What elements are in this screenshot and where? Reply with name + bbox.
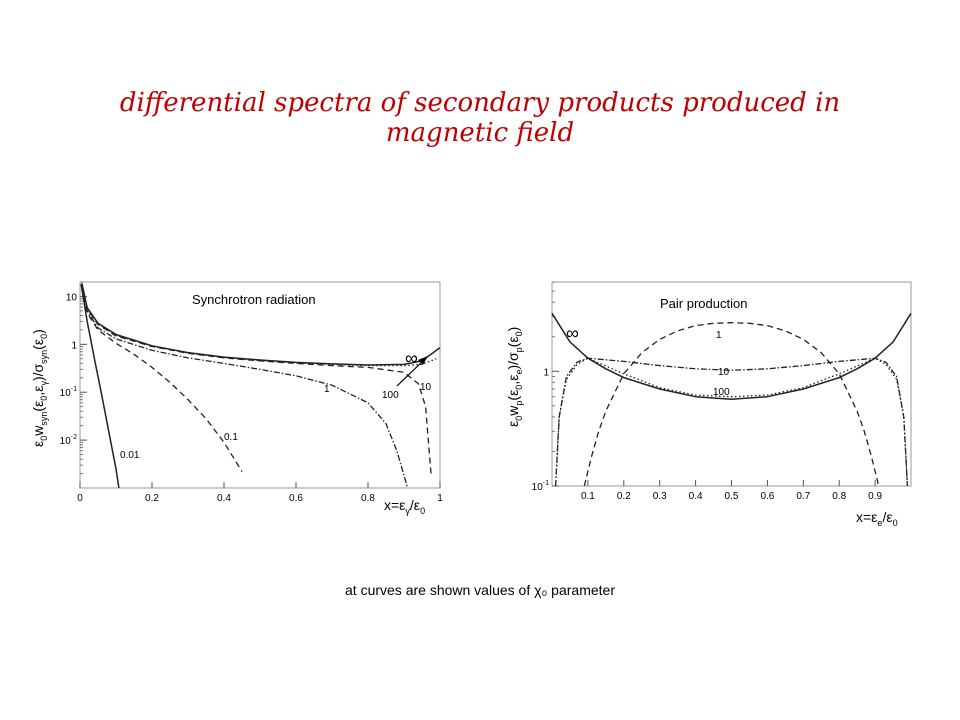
x-axis-label: x=εe/ε0 bbox=[856, 509, 898, 528]
series-line bbox=[554, 357, 909, 487]
series-line bbox=[583, 322, 880, 487]
x-tick-label: 0.7 bbox=[796, 491, 810, 502]
x-tick-label: 0.9 bbox=[868, 491, 882, 502]
x-tick-label: 0 bbox=[77, 493, 83, 504]
y-axis-label-group: ε0wsyn(ε0,εγ)/σsyn(ε0) bbox=[30, 329, 49, 447]
series-label: 100 bbox=[713, 387, 730, 398]
slide-title-line-2: magnetic field bbox=[385, 118, 575, 148]
slide-title: differential spectra of secondary produc… bbox=[0, 88, 960, 148]
x-tick-label: 0.2 bbox=[617, 491, 631, 502]
chart-title: Pair production bbox=[660, 296, 747, 311]
caption-prefix: at curves are shown values of bbox=[345, 582, 535, 598]
annotation-arrowhead bbox=[418, 356, 428, 365]
x-tick-label: 0.1 bbox=[581, 491, 595, 502]
series-line bbox=[81, 284, 432, 474]
y-axis-label-group: ε0wp(ε0,εe)/σp(ε0) bbox=[505, 327, 524, 427]
chi-zero-symbol: χ₀ bbox=[534, 582, 548, 598]
series-line bbox=[551, 312, 912, 401]
series-label: 10 bbox=[718, 367, 730, 378]
y-tick-label: 1 bbox=[543, 367, 549, 378]
x-tick-label: 0.6 bbox=[289, 493, 303, 504]
series-label: 0.01 bbox=[120, 450, 140, 461]
plot-frame bbox=[79, 281, 441, 489]
x-tick-label: 1 bbox=[437, 493, 443, 504]
y-tick-label: 10-2 bbox=[60, 434, 77, 447]
slide-title-line-1: differential spectra of secondary produc… bbox=[119, 88, 841, 118]
pair-production-chart: 0.1 0.2 0.3 0.4 0.5 0.6 0.7 0.8 0.9 1 10-1 Pair pro… bbox=[496, 272, 921, 532]
series-line bbox=[81, 282, 441, 366]
synchrotron-radiation-chart: 0 0.2 0.4 0.6 0.8 1 10 1 10-1 10-2 Synchrotron rad… bbox=[22, 272, 452, 532]
x-tick-label: 0.3 bbox=[653, 491, 667, 502]
plot-frame bbox=[551, 281, 912, 487]
series-label: 100 bbox=[382, 390, 399, 401]
y-tick-label: 1 bbox=[71, 340, 77, 351]
x-tick-label: 0.5 bbox=[725, 491, 739, 502]
series-label: 0.1 bbox=[224, 432, 238, 443]
series-line bbox=[81, 284, 409, 489]
x-axis-label: x=εγ/ε0 bbox=[384, 497, 425, 516]
series-label: 10 bbox=[420, 382, 432, 393]
x-tick-label: 0.2 bbox=[145, 493, 159, 504]
x-tick-label: 0.6 bbox=[760, 491, 774, 502]
series-line bbox=[81, 286, 243, 472]
series-line bbox=[80, 284, 120, 489]
series-label: 1 bbox=[324, 384, 330, 395]
series-label: ∞ bbox=[566, 323, 579, 343]
pair-production-plot-svg: 0.1 0.2 0.3 0.4 0.5 0.6 0.7 0.8 0.9 1 10-1 Pair pro… bbox=[505, 281, 912, 528]
chart-title: Synchrotron radiation bbox=[192, 292, 316, 307]
caption-suffix: parameter bbox=[547, 582, 615, 598]
series-label: 1 bbox=[716, 330, 722, 341]
x-tick-label: 0.8 bbox=[361, 493, 375, 504]
series-line bbox=[554, 357, 909, 487]
x-tick-label: 0.4 bbox=[689, 491, 703, 502]
y-axis-label: ε0wp(ε0,εe)/σp(ε0) bbox=[505, 327, 524, 427]
y-tick-label: 10-1 bbox=[60, 386, 77, 399]
y-tick-label: 10-1 bbox=[532, 480, 549, 493]
y-tick-label: 10 bbox=[66, 292, 78, 303]
x-tick-label: 0.4 bbox=[217, 493, 231, 504]
y-axis-label: ε0wsyn(ε0,εγ)/σsyn(ε0) bbox=[30, 329, 49, 447]
annotation-arrow bbox=[396, 359, 425, 387]
synchrotron-plot-svg: 0 0.2 0.4 0.6 0.8 1 10 1 10-1 10-2 Synchrotron rad… bbox=[30, 281, 443, 516]
caption: at curves are shown values of χ₀ paramet… bbox=[0, 582, 960, 598]
x-tick-label: 0.8 bbox=[832, 491, 846, 502]
series-label: ∞ bbox=[405, 348, 418, 368]
